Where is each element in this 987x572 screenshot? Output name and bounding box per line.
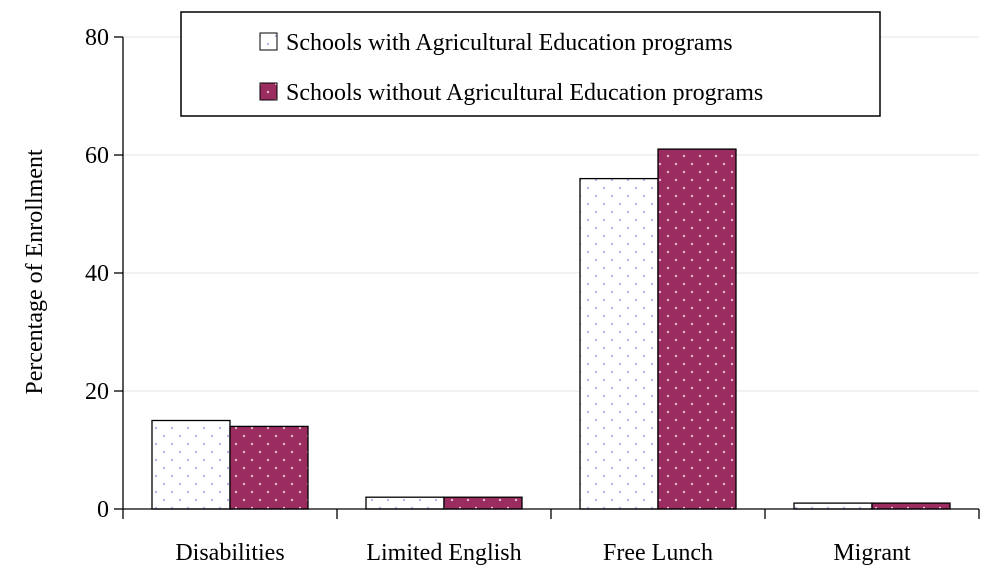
bar-with-ag-disabilities (151, 419, 231, 510)
bars-group (151, 148, 951, 510)
legend-label-without-ag: Schools without Agricultural Education p… (286, 80, 763, 106)
legend-label-with-ag: Schools with Agricultural Education prog… (286, 30, 733, 56)
y-tick-label: 80 (85, 25, 109, 51)
bar-with-ag-free-lunch (579, 177, 659, 510)
x-tick-label: Limited English (366, 540, 521, 566)
y-tick-labels: 0 20 40 60 80 (85, 25, 109, 523)
legend-box (180, 11, 881, 117)
y-tick-label: 40 (85, 261, 109, 287)
bar-with-ag-limited-english (365, 496, 445, 510)
legend-swatch-without-ag (259, 82, 278, 101)
legend-swatch-with-ag (259, 32, 278, 51)
y-tick-label: 20 (85, 379, 109, 405)
bar-without-ag-limited-english (443, 496, 523, 510)
y-tick-label: 60 (85, 143, 109, 169)
legend-entry-with-ag: Schools with Agricultural Education prog… (259, 30, 733, 56)
x-tick-label: Disabilities (175, 540, 284, 566)
legend-entry-without-ag: Schools without Agricultural Education p… (259, 80, 763, 106)
x-tick-labels: Disabilities Limited English Free Lunch Mig… (175, 540, 911, 566)
axes-group (114, 36, 980, 519)
legend: Schools with Agricultural Education prog… (180, 11, 881, 117)
bar-without-ag-migrant (871, 502, 951, 510)
y-tick-label: 0 (97, 497, 109, 523)
bar-with-ag-migrant (793, 502, 873, 510)
bar-without-ag-disabilities (229, 425, 309, 510)
x-tick-label: Free Lunch (603, 540, 713, 566)
bar-without-ag-free-lunch (657, 148, 737, 510)
x-tick-label: Migrant (833, 540, 911, 566)
y-axis-label: Percentage of Enrollment (22, 149, 48, 395)
